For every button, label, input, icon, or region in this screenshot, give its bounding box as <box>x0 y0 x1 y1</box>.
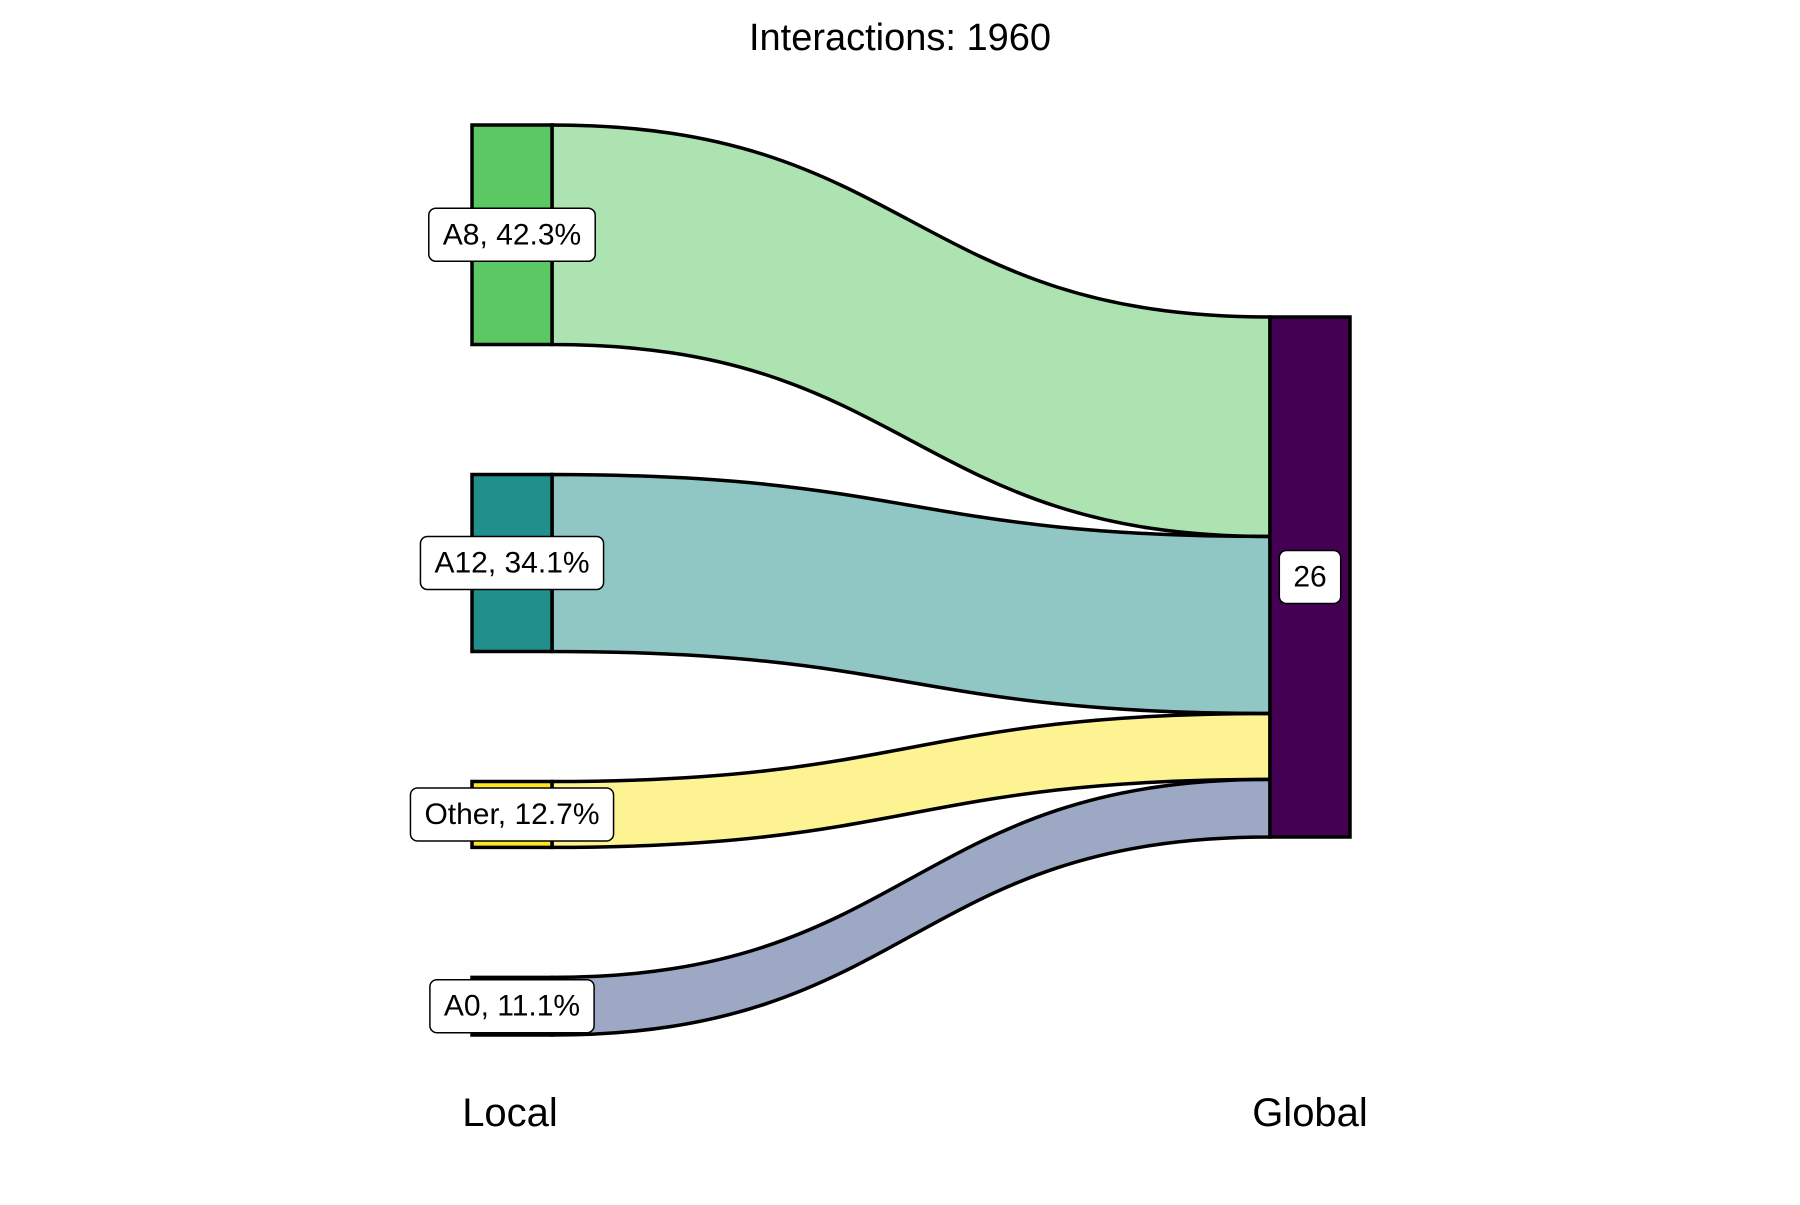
label-a8-box <box>428 207 596 263</box>
label-target-26-box <box>1278 549 1342 605</box>
label-a12-box <box>419 535 605 591</box>
label-target-26: 26 <box>1278 549 1342 605</box>
label-other-text: Other, 12.7% <box>424 798 599 831</box>
label-a12: A12, 34.1% <box>419 535 605 591</box>
flows-layer <box>550 123 1272 1037</box>
label-a0-text: A0, 11.1% <box>444 990 580 1023</box>
label-a12-text: A12, 34.1% <box>434 547 589 580</box>
label-other: Other, 12.7% <box>409 787 615 842</box>
axis-label-global: Global <box>1252 1091 1368 1135</box>
flow-a8-to-26 <box>550 123 1272 539</box>
axis-label-local: Local <box>462 1091 558 1135</box>
label-a0-box <box>429 978 595 1034</box>
label-a0: A0, 11.1% <box>429 978 595 1034</box>
labels-layer: A8, 42.3% A12, 34.1% Other, 12.7% A0, 11.1%… <box>409 207 1342 1034</box>
chart-title: Interactions: 1960 <box>749 17 1051 59</box>
label-target-26-text: 26 <box>1293 561 1326 594</box>
label-other-box <box>409 787 615 842</box>
label-a8-text: A8, 42.3% <box>443 218 581 251</box>
label-a8: A8, 42.3% <box>428 207 596 263</box>
